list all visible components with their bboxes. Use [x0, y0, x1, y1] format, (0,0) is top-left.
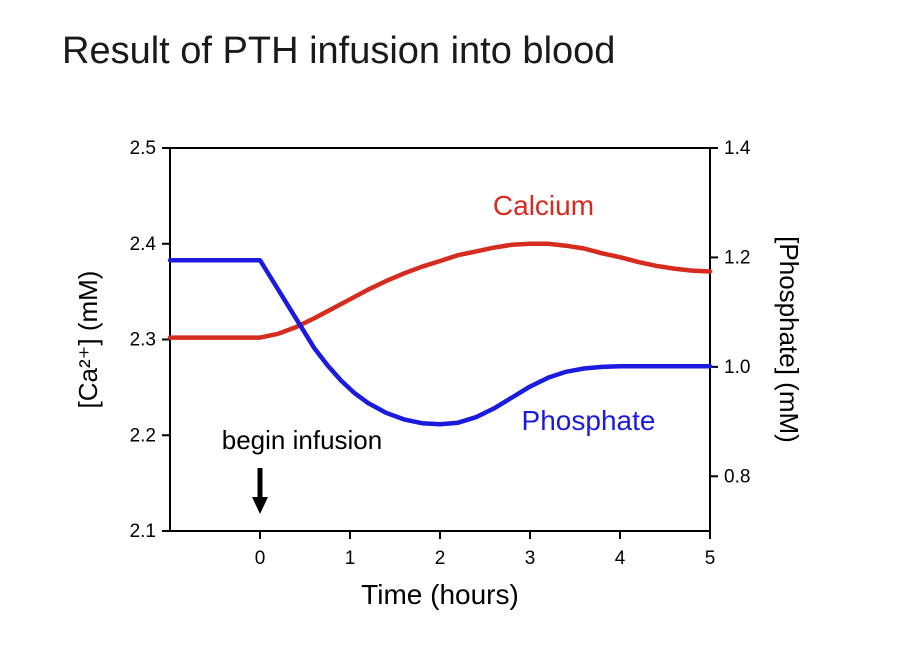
series-label-calcium: Calcium: [493, 190, 594, 221]
x-axis-tick-label: 2: [435, 548, 446, 569]
x-axis-tick-label: 0: [255, 548, 266, 569]
right-axis-label: [Phosphate] (mM): [774, 236, 804, 443]
series-line-phosphate: [167, 257, 713, 427]
right-axis-tick-label: 1.0: [724, 357, 750, 378]
x-axis-tick-label: 1: [345, 548, 356, 569]
left-axis-label: [Ca²⁺] (mM): [73, 271, 103, 409]
x-axis-tick-label: 5: [705, 548, 716, 569]
right-axis-tick-label: 0.8: [724, 466, 750, 487]
annotation-arrow-head: [252, 497, 268, 514]
x-axis-tick-label: 3: [525, 548, 536, 569]
left-axis-tick-label: 2.4: [130, 234, 157, 255]
left-axis-tick-label: 2.2: [130, 425, 156, 446]
left-axis-tick-label: 2.5: [130, 138, 156, 159]
series-label-phosphate: Phosphate: [522, 405, 656, 436]
right-axis-tick-label: 1.2: [724, 247, 750, 268]
x-axis-tick-label: 4: [615, 548, 626, 569]
left-axis-tick-label: 2.1: [130, 521, 156, 542]
left-axis-tick-label: 2.3: [130, 330, 156, 351]
right-axis-tick-label: 1.4: [724, 138, 751, 159]
x-axis-label: Time (hours): [361, 579, 519, 610]
page-title: Result of PTH infusion into blood: [62, 30, 616, 72]
series-line-calcium: [167, 241, 713, 340]
annotation-text: begin infusion: [222, 425, 382, 455]
